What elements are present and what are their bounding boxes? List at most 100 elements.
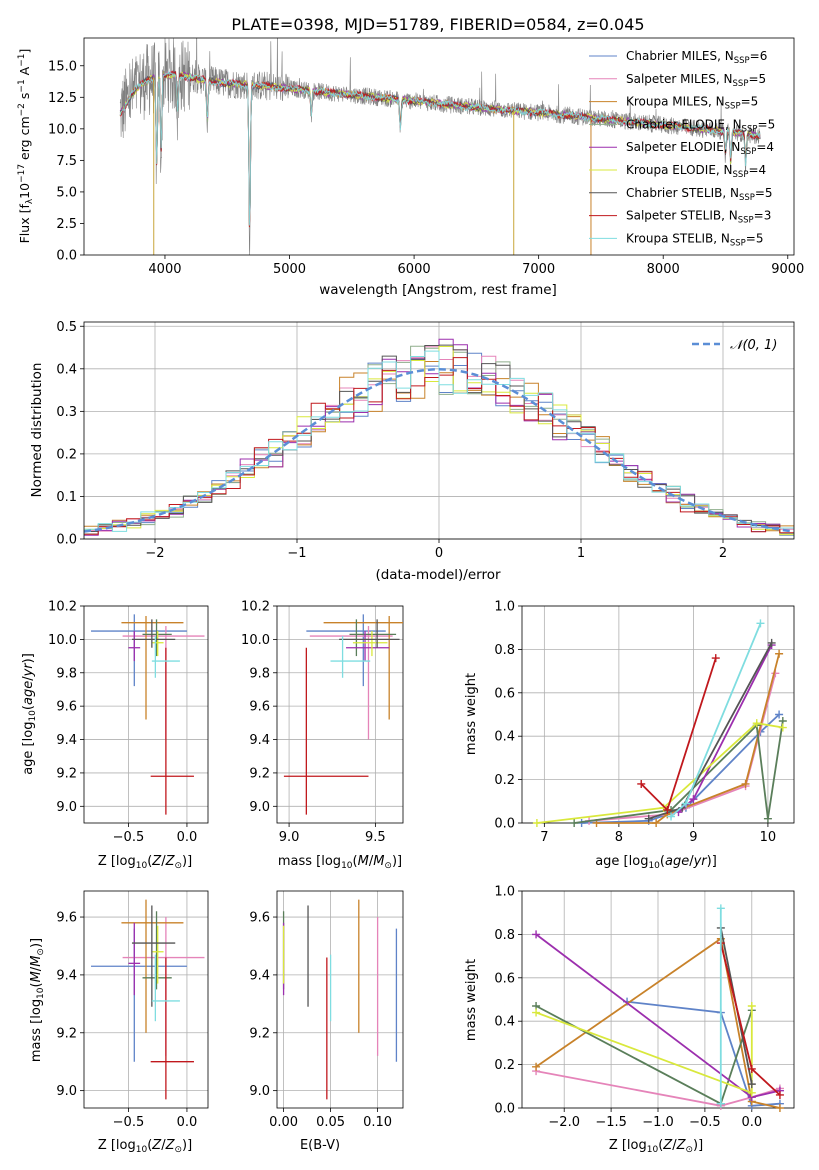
axes-frame xyxy=(83,605,209,824)
weight-marker-4 xyxy=(689,795,698,804)
weight-marker-5 xyxy=(532,1008,541,1017)
y-tick-label: 0.6 xyxy=(494,971,515,986)
weight-line-7 xyxy=(640,657,717,812)
weight-marker-7 xyxy=(663,805,672,814)
weight-marker-5 xyxy=(778,723,787,732)
weight-marker-6 xyxy=(747,1080,756,1089)
y-tick-label: 9.2 xyxy=(249,766,270,781)
x-tick-label: 4000 xyxy=(148,262,181,277)
y-tick-label: 12.5 xyxy=(48,91,77,106)
y-tick-label: 0.0 xyxy=(56,533,77,548)
weight-marker-3 xyxy=(763,814,772,823)
y-tick-label: 1.0 xyxy=(494,600,515,615)
weight-marker-7 xyxy=(775,1090,784,1099)
x-tick-label: 9 xyxy=(689,830,697,845)
y-tick-label: 0.4 xyxy=(494,1015,515,1030)
y-tick-label: 9.0 xyxy=(56,800,77,815)
x-tick-label: 0.0 xyxy=(177,830,198,845)
residual-histogram-panel: −2 −1 0 1 2 0.0 0.1 0.2 0.3 0.4 0.5 𝒩(0, 1) (data-… xyxy=(29,320,795,583)
x-tick-label: −2.0 xyxy=(548,1115,580,1130)
ebv-mass-panel: 0.00 0.05 0.10 9.0 9.2 9.4 9.6 E(B-V) xyxy=(249,890,404,1153)
age-weight-ylabel: mass weight xyxy=(464,673,479,755)
weight-marker-7 xyxy=(711,654,720,663)
weight-marker-8 xyxy=(716,1099,725,1108)
y-tick-label: 10.2 xyxy=(241,600,270,615)
y-tick-label: 15.0 xyxy=(48,59,77,74)
weight-marker-6 xyxy=(767,638,776,647)
y-tick-label: 0.4 xyxy=(56,362,77,377)
y-tick-label: 10.2 xyxy=(48,600,77,615)
y-tick-label: 0.3 xyxy=(56,405,77,420)
y-tick-label: 9.6 xyxy=(56,911,77,926)
y-tick-label: 9.2 xyxy=(56,766,77,781)
x-tick-label: −1 xyxy=(287,546,306,561)
normal-reference-curve xyxy=(84,368,794,533)
weight-marker-5 xyxy=(532,819,541,827)
y-tick-label: 10.0 xyxy=(48,633,77,648)
z-mass-xlabel: Z [log10(Z/Z⊙)] xyxy=(98,1138,192,1155)
y-tick-label: 9.4 xyxy=(56,968,77,983)
spectrum-ylabel: Flux [fλ10−17 erg cm−2 s−1 A−1] xyxy=(17,49,35,244)
y-tick-label: 9.8 xyxy=(249,666,270,681)
model-spectrum-8 xyxy=(119,71,761,226)
legend-label-1: Salpeter MILES, NSSP=5 xyxy=(626,72,766,89)
axes-frame xyxy=(83,890,209,1109)
y-tick-label: 9.0 xyxy=(249,800,270,815)
legend-label-2: Kroupa MILES, NSSP=5 xyxy=(626,95,758,112)
x-tick-label: −0.5 xyxy=(689,1115,721,1130)
legend-label-6: Chabrier STELIB, NSSP=5 xyxy=(626,186,773,203)
histogram-legend: 𝒩(0, 1) xyxy=(692,338,777,353)
y-tick-label: 0.2 xyxy=(494,773,515,788)
y-tick-label: 9.4 xyxy=(249,968,270,983)
weight-marker-2 xyxy=(532,1062,541,1071)
weight-marker-3 xyxy=(570,819,579,827)
y-tick-label: 7.5 xyxy=(56,154,77,169)
legend-label-4: Salpeter ELODIE, NSSP=4 xyxy=(626,140,774,157)
weight-line-1 xyxy=(535,1070,781,1107)
y-tick-label: 9.4 xyxy=(249,733,270,748)
weight-marker-2 xyxy=(775,1104,784,1112)
y-tick-label: 9.2 xyxy=(56,1026,77,1041)
x-tick-label: 2 xyxy=(719,546,727,561)
legend-label-0: Chabrier MILES, NSSP=6 xyxy=(626,49,767,66)
z-mass-panel: −0.5 0.0 9.0 9.2 9.4 9.6 Z [log10(Z/Z⊙)] mass… xyxy=(29,890,209,1155)
y-tick-label: 0.4 xyxy=(494,730,515,745)
axes-frame xyxy=(521,605,795,824)
weight-line-8 xyxy=(670,623,762,818)
z-age-ylabel: age [log10(age/yr)] xyxy=(21,653,38,775)
y-tick-label: 9.6 xyxy=(56,700,77,715)
x-tick-label: 0 xyxy=(435,546,443,561)
spectrum-title: PLATE=0398, MJD=51789, FIBERID=0584, z=0… xyxy=(231,15,644,34)
y-tick-label: 0.0 xyxy=(494,1102,515,1117)
x-tick-label: 0.0 xyxy=(177,1115,198,1130)
y-tick-label: 0.0 xyxy=(56,249,77,264)
histogram-ylabel: Normed distribution xyxy=(29,363,45,498)
y-tick-label: 0.8 xyxy=(494,643,515,658)
y-tick-label: 9.2 xyxy=(249,1026,270,1041)
y-tick-label: 9.8 xyxy=(56,666,77,681)
z-mass-ylabel: mass [log10(M/M⊙)] xyxy=(29,938,46,1062)
axes-frame xyxy=(276,890,404,1109)
x-tick-label: 0.10 xyxy=(363,1115,392,1130)
y-tick-label: 9.0 xyxy=(249,1084,270,1099)
x-tick-label: 7000 xyxy=(522,262,555,277)
weight-marker-5 xyxy=(747,1002,756,1011)
mass-age-panel: 9.0 9.5 9.0 9.2 9.4 9.6 9.8 10.0 10.2 mass [log1… xyxy=(241,600,404,871)
spectrum-legend: Chabrier MILES, NSSP=6 Salpeter MILES, NS… xyxy=(589,49,775,248)
weight-marker-2 xyxy=(741,779,750,788)
x-tick-label: 8000 xyxy=(647,262,680,277)
y-tick-label: 0.6 xyxy=(494,686,515,701)
z-weight-xlabel: Z [log10(Z/Z⊙)] xyxy=(609,1138,703,1155)
ebv-mass-xlabel: E(B-V) xyxy=(300,1138,340,1153)
y-tick-label: 9.6 xyxy=(249,700,270,715)
weight-marker-8 xyxy=(756,619,765,628)
mass-age-xlabel: mass [log10(M/M⊙)] xyxy=(278,854,402,871)
x-tick-label: −1.5 xyxy=(595,1115,627,1130)
normal-legend-label: 𝒩(0, 1) xyxy=(730,338,777,353)
weight-marker-2 xyxy=(775,649,784,658)
weight-marker-0 xyxy=(775,710,784,719)
weight-marker-4 xyxy=(532,930,541,939)
histogram-step-8 xyxy=(84,350,794,539)
weight-line-3 xyxy=(535,1005,753,1105)
